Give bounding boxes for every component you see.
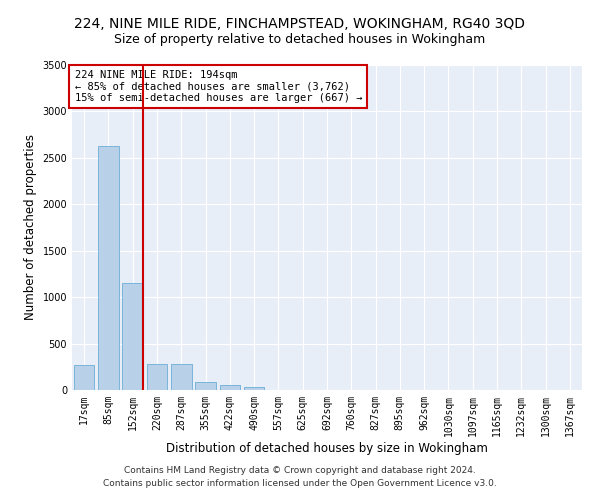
Bar — [98, 146, 119, 390]
Bar — [220, 385, 240, 390]
Bar — [195, 382, 216, 390]
Bar — [146, 364, 167, 390]
Bar — [171, 364, 191, 390]
Bar — [244, 387, 265, 390]
Text: 224 NINE MILE RIDE: 194sqm
← 85% of detached houses are smaller (3,762)
15% of s: 224 NINE MILE RIDE: 194sqm ← 85% of deta… — [74, 70, 362, 103]
X-axis label: Distribution of detached houses by size in Wokingham: Distribution of detached houses by size … — [166, 442, 488, 454]
Text: Size of property relative to detached houses in Wokingham: Size of property relative to detached ho… — [115, 32, 485, 46]
Bar — [74, 365, 94, 390]
Text: 224, NINE MILE RIDE, FINCHAMPSTEAD, WOKINGHAM, RG40 3QD: 224, NINE MILE RIDE, FINCHAMPSTEAD, WOKI… — [74, 18, 526, 32]
Y-axis label: Number of detached properties: Number of detached properties — [24, 134, 37, 320]
Text: Contains HM Land Registry data © Crown copyright and database right 2024.
Contai: Contains HM Land Registry data © Crown c… — [103, 466, 497, 487]
Bar — [122, 283, 143, 390]
